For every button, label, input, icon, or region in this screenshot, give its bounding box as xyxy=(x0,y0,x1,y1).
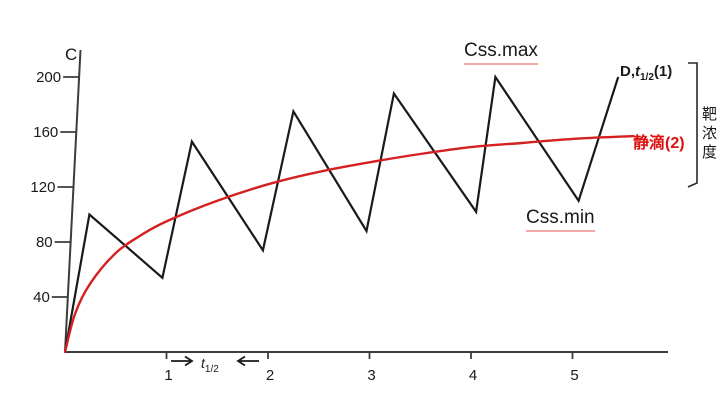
y-axis-letter: C xyxy=(65,45,78,64)
half-life-sub: 1/2 xyxy=(204,363,219,375)
target-concentration-label: 靶浓度 xyxy=(700,106,717,163)
y-axis-ticks xyxy=(51,76,80,298)
dosing-curve xyxy=(63,74,620,353)
infusion-curve xyxy=(63,134,635,354)
target-bracket xyxy=(687,62,698,188)
x-tick-label: 3 xyxy=(367,367,376,384)
y-tick-label: 120 xyxy=(30,179,56,196)
dosing-label-suffix: (1) xyxy=(653,63,673,80)
y-tick-label: 40 xyxy=(33,289,50,306)
y-tick-label: 80 xyxy=(35,234,53,251)
left-arrow-head xyxy=(236,355,246,367)
x-tick-label: 1 xyxy=(164,367,173,384)
infusion-label: 静滴(2) xyxy=(633,135,685,152)
y-tick-label: 200 xyxy=(36,69,62,86)
dosing-label-t: t xyxy=(635,63,640,80)
half-life-arrows xyxy=(171,355,259,367)
x-axis-ticks xyxy=(165,352,574,359)
half-life-t: t xyxy=(201,355,205,371)
y-tick-label: 160 xyxy=(33,124,59,141)
right-arrow-head xyxy=(184,355,194,367)
x-tick-label: 4 xyxy=(468,367,478,384)
css-min-label: Css.min xyxy=(526,207,595,232)
dosing-label-prefix: D, xyxy=(620,63,635,80)
x-tick-label: 5 xyxy=(570,367,579,384)
half-life-label: t1/2 xyxy=(201,355,219,375)
y-axis xyxy=(64,49,82,353)
x-tick-label: 2 xyxy=(265,367,275,384)
dosing-label-sub: 1/2 xyxy=(640,72,654,83)
dosing-regimen-label: D,t1/2(1) xyxy=(620,63,672,83)
css-max-label: Css.max xyxy=(464,40,538,65)
